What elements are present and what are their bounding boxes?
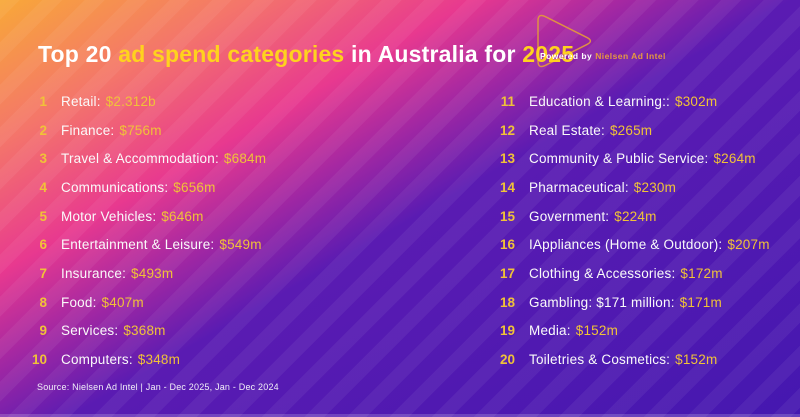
rank-number: 18 [499, 294, 515, 310]
category-label: Clothing & Accessories: [529, 265, 676, 281]
rank-number: 13 [499, 151, 515, 167]
category-value: $646m [161, 208, 204, 224]
list-item: 13 Community & Public Service: $264m [480, 144, 770, 173]
category-value: $171m [679, 294, 722, 310]
powered-by-prefix: Powered by [540, 51, 593, 61]
category-value: $368m [123, 323, 166, 339]
category-label: Services: [61, 323, 119, 339]
list-item: 17 Clothing & Accessories: $172m [480, 259, 770, 288]
rank-number: 20 [499, 352, 515, 368]
list-item: 20 Toiletries & Cosmetics: $152m [480, 345, 770, 374]
title-top20: Top 20 [38, 41, 112, 68]
rank-column-right: 11 Education & Learning:: $302m 12 Real … [480, 87, 770, 374]
powered-by-brand: Nielsen Ad Intel [595, 51, 666, 61]
rank-column-left: 1 Retail: $2.312b 2 Finance: $756m 3 Tra… [20, 87, 480, 374]
category-label: Education & Learning:: [529, 93, 670, 109]
category-label: Gambling: $171 million: [529, 294, 675, 310]
ranked-list: 1 Retail: $2.312b 2 Finance: $756m 3 Tra… [0, 87, 800, 374]
category-value: $756m [119, 122, 162, 138]
list-item: 14 Pharmaceutical: $230m [480, 173, 770, 202]
category-value: $407m [101, 294, 144, 310]
category-label: Toiletries & Cosmetics: [529, 352, 671, 368]
rank-number: 1 [39, 93, 47, 109]
list-item: 10 Computers: $348m [20, 345, 480, 374]
category-value: $207m [727, 237, 770, 253]
category-label: Travel & Accommodation: [61, 151, 219, 167]
rank-number: 15 [499, 208, 515, 224]
category-value: $656m [173, 179, 216, 195]
rank-number: 2 [39, 122, 47, 138]
category-value: $302m [675, 93, 718, 109]
category-label: Motor Vehicles: [61, 208, 157, 224]
rank-number: 8 [39, 294, 47, 310]
list-item: 19 Media: $152m [480, 317, 770, 346]
category-value: $549m [219, 237, 262, 253]
category-value: $348m [137, 352, 181, 368]
category-label: Insurance: [61, 265, 127, 281]
bottom-edge-strip [0, 414, 800, 417]
rank-number: 14 [499, 179, 515, 195]
category-label: Community & Public Service: [529, 151, 709, 167]
list-item: 9 Services: $368m [20, 317, 480, 346]
list-item: 1 Retail: $2.312b [20, 87, 480, 116]
rank-number: 3 [39, 151, 47, 167]
rank-number: 6 [39, 237, 47, 253]
rank-number: 16 [499, 237, 515, 253]
category-value: $152m [675, 352, 718, 368]
list-item: 11 Education & Learning:: $302m [480, 87, 770, 116]
rank-number: 9 [39, 323, 47, 339]
list-item: 7 Insurance: $493m [20, 259, 480, 288]
category-label: Finance: [61, 122, 115, 138]
page-title: Top 20 ad spend categories in Australia … [38, 41, 574, 68]
rank-number: 5 [39, 208, 47, 224]
category-label: Food: [61, 294, 97, 310]
category-value: $265m [609, 122, 653, 138]
list-item: 2 Finance: $756m [20, 116, 480, 145]
category-label: Pharmaceutical: [529, 179, 629, 195]
category-value: $172m [680, 265, 723, 281]
category-value: $152m [575, 323, 619, 339]
category-value: $493m [131, 265, 174, 281]
rank-number: 11 [500, 93, 515, 109]
title-ad-spend-categories: ad spend categories [118, 41, 345, 68]
category-value: $2.312b [105, 93, 156, 109]
category-value: $684m [223, 151, 267, 167]
rank-number: 4 [39, 179, 47, 195]
list-item: 18 Gambling: $171 million: $171m [480, 288, 770, 317]
source-note: Source: Nielsen Ad Intel | Jan - Dec 202… [37, 382, 279, 392]
powered-by: Powered by Nielsen Ad Intel [540, 51, 666, 61]
list-item: 6 Entertainment & Leisure: $549m [20, 230, 480, 259]
list-item: 4 Communications: $656m [20, 173, 480, 202]
list-item: 3 Travel & Accommodation: $684m [20, 144, 480, 173]
category-label: Media: [529, 323, 571, 339]
category-label: Computers: [61, 352, 133, 368]
title-year: 2025 [522, 41, 575, 68]
category-label: IAppliances (Home & Outdoor): [529, 237, 723, 253]
list-item: 5 Motor Vehicles: $646m [20, 202, 480, 231]
list-item: 16 IAppliances (Home & Outdoor): $207m [480, 230, 770, 259]
rank-number: 12 [499, 122, 515, 138]
category-label: Entertainment & Leisure: [61, 237, 215, 253]
category-value: $224m [614, 208, 657, 224]
title-in-australia-for: in Australia for [351, 41, 516, 68]
list-item: 15 Government: $224m [480, 202, 770, 231]
category-label: Real Estate: [529, 122, 605, 138]
category-label: Retail: [61, 93, 101, 109]
category-value: $230m [633, 179, 677, 195]
list-item: 8 Food: $407m [20, 288, 480, 317]
category-label: Government: [529, 208, 610, 224]
rank-number: 17 [499, 265, 515, 281]
category-label: Communications: [61, 179, 169, 195]
rank-number: 10 [31, 352, 47, 368]
play-triangle-icon [537, 14, 592, 68]
list-item: 12 Real Estate: $265m [480, 116, 770, 145]
rank-number: 19 [499, 323, 515, 339]
rank-number: 7 [39, 265, 47, 281]
category-value: $264m [713, 151, 756, 167]
